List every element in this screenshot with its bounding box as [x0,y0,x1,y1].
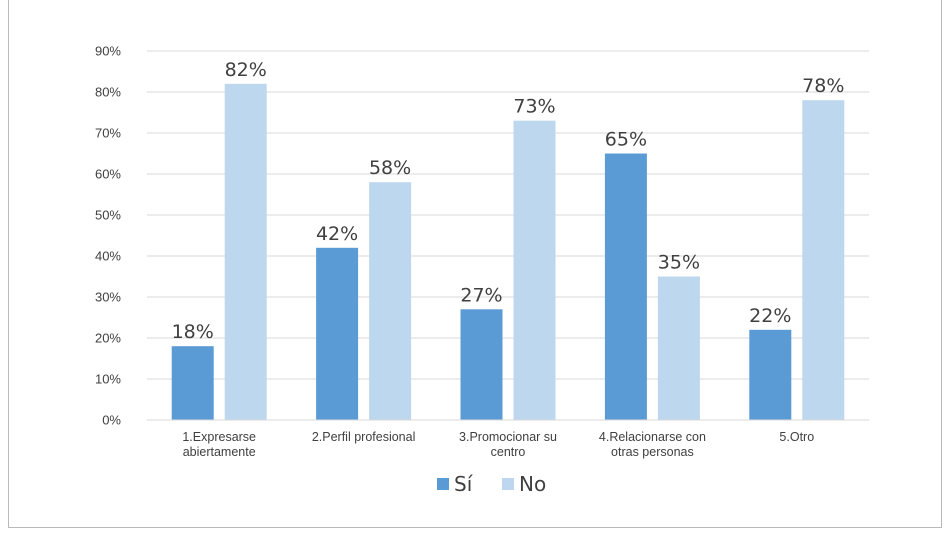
bar-chart: 0% 10% 20% 30% 40% 50% 60% 70% 80% 90% 18% 82% 42% 5… [95,44,869,496]
legend: Sí No [437,472,546,496]
legend-label-no: No [519,472,546,496]
data-label: 18% [172,321,214,343]
x-tick-label: 4.Relacionarse con otras personas [599,430,706,459]
data-label: 82% [225,59,267,81]
data-label: 35% [658,252,700,274]
y-tick-label: 20% [95,331,121,346]
y-tick-label: 30% [95,290,121,305]
data-label: 73% [513,96,555,118]
bar-no-4 [657,276,700,420]
data-label: 22% [749,305,791,327]
data-label: 58% [369,157,411,179]
y-tick-label: 50% [95,208,121,223]
data-label: 42% [316,223,358,245]
legend-swatch-si [437,478,449,490]
bar-no-2 [369,182,412,420]
legend-label-si: Sí [454,472,474,496]
y-tick-label: 90% [95,44,121,59]
data-label: 65% [605,129,647,151]
bars [171,83,845,421]
bar-no-1 [224,83,267,421]
bar-si-3 [460,309,503,420]
y-tick-label: 0% [102,413,121,428]
y-tick-label: 10% [95,372,121,387]
bar-si-4 [604,153,647,420]
y-tick-label: 60% [95,167,121,182]
y-tick-label: 40% [95,249,121,264]
bar-no-3 [513,120,556,420]
data-label: 78% [802,75,844,97]
data-label: 27% [460,284,502,306]
x-tick-label: 1.Expresarse abiertamente [182,430,256,459]
x-tick-label: 2.Perfil profesional [312,430,416,444]
bar-si-1 [171,346,214,420]
data-labels: 18% 82% 42% 58% 27% 73% 65% 35% 22% 78% [172,59,845,343]
x-tick-label: 3.Promocionar su centro [459,430,557,459]
x-tick-label: 5.Otro [779,430,814,444]
y-tick-label: 70% [95,126,121,141]
bar-si-5 [749,329,792,420]
y-axis: 0% 10% 20% 30% 40% 50% 60% 70% 80% 90% [95,44,121,428]
legend-swatch-no [502,478,514,490]
chart-frame: 0% 10% 20% 30% 40% 50% 60% 70% 80% 90% 18% 82% 42% 5… [8,0,942,528]
y-tick-label: 80% [95,85,121,100]
bar-si-2 [316,247,359,420]
x-axis: 1.Expresarse abiertamente 2.Perfil profesi… [147,419,869,459]
gridlines [147,50,869,421]
bar-no-5 [802,100,845,420]
